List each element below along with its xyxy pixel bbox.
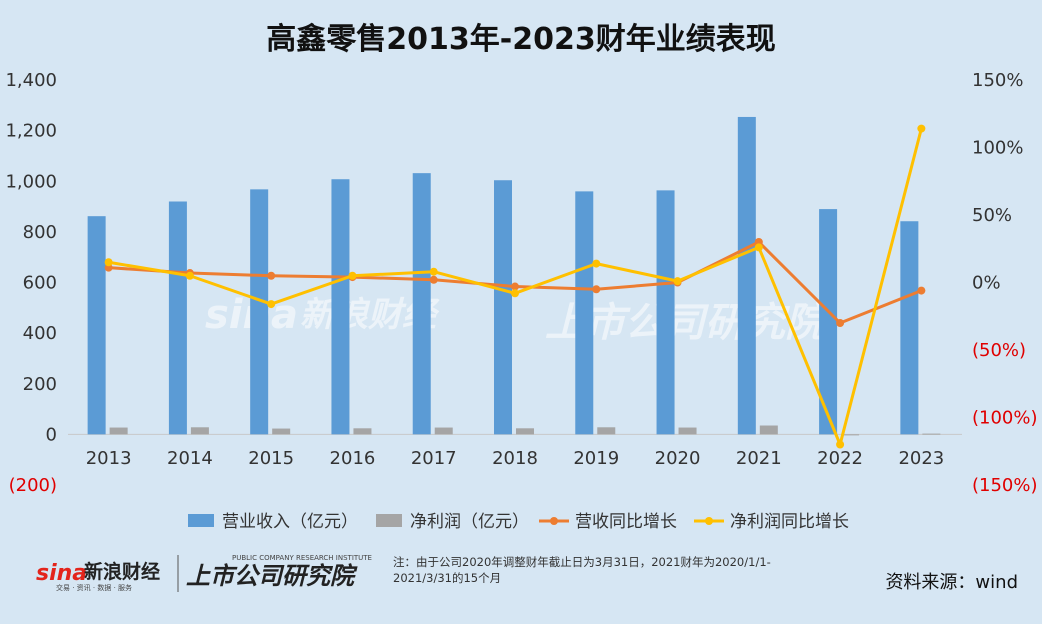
x-tick-label: 2017 (411, 448, 457, 469)
bar (412, 173, 431, 435)
research-logo-text: 上市公司研究院 (186, 562, 358, 590)
left-tick-label: 200 (23, 374, 57, 395)
left-tick-label: 1,400 (5, 70, 57, 91)
bar (900, 221, 919, 435)
x-tick-label: 2016 (330, 448, 376, 469)
left-tick-label: (200) (9, 475, 57, 496)
bar (331, 179, 350, 435)
left-tick-label: 800 (23, 222, 57, 243)
line-point (185, 271, 194, 280)
right-tick-label: 0% (972, 273, 1001, 294)
legend-label: 营业收入（亿元） (222, 512, 358, 532)
bar (597, 427, 616, 435)
left-tick-label: 0 (46, 424, 57, 445)
bar (190, 427, 209, 435)
line-point (917, 124, 926, 133)
bar (737, 116, 756, 435)
right-tick-label: 50% (972, 205, 1012, 226)
x-tick-label: 2015 (248, 448, 294, 469)
line-point (429, 275, 438, 284)
x-tick-label: 2020 (655, 448, 701, 469)
x-axis: 2013 2014 2015 2016 2017 2018 2019 2020 2021 2022… (86, 448, 945, 469)
bar (494, 180, 512, 435)
legend-label: 营收同比增长 (575, 512, 677, 532)
legend-label: 净利润同比增长 (730, 512, 849, 532)
chart-title: 高鑫零售2013年-2023财年业绩表现 (266, 22, 775, 57)
bar (434, 427, 453, 435)
bar (841, 434, 860, 436)
line-point (673, 277, 682, 286)
legend-swatch (188, 514, 214, 527)
research-logo: PUBLIC COMPANY RESEARCH INSTITUTE 上市公司研究… (186, 554, 372, 590)
bars (87, 116, 941, 436)
footnote-line1: 注：由于公司2020年调整财年截止日为3月31日，2021财年为2020/1/1… (393, 555, 771, 569)
line-point (592, 285, 601, 294)
legend-swatch (376, 514, 402, 527)
line-point (836, 440, 845, 449)
bar (353, 428, 372, 435)
right-tick-label: 150% (972, 70, 1023, 91)
left-axis: (200) 0 200 400 600 800 1,000 1,200 1,400 (5, 70, 57, 496)
line-point (754, 243, 763, 252)
right-axis: (150%) (100%) (50%) 0% 50% 100% 150% (972, 70, 1038, 496)
line-point (104, 258, 113, 267)
bar (922, 433, 941, 435)
line-point (511, 282, 519, 291)
right-tick-label: (50%) (972, 340, 1026, 361)
x-tick-label: 2013 (86, 448, 132, 469)
right-tick-label: 100% (972, 138, 1023, 159)
x-tick-label: 2019 (573, 448, 619, 469)
bar (759, 425, 778, 435)
sina-logo: sina 新浪财经 交易 · 资讯 · 数据 · 服务 (36, 560, 160, 592)
x-tick-label: 2022 (817, 448, 863, 469)
line-point (429, 267, 438, 276)
sina-logo-sub: 交易 · 资讯 · 数据 · 服务 (56, 583, 132, 592)
research-logo-sub: PUBLIC COMPANY RESEARCH INSTITUTE (232, 554, 372, 562)
line-point (917, 286, 926, 295)
footer: sina 新浪财经 交易 · 资讯 · 数据 · 服务 PUBLIC COMPA… (36, 554, 1018, 593)
line-point (267, 271, 276, 280)
sina-logo-cn: 新浪财经 (84, 560, 160, 583)
footnote-line2: 2021/3/31的15个月 (393, 571, 501, 585)
line-point (267, 300, 276, 309)
line-point (348, 271, 357, 280)
bar (109, 427, 128, 435)
legend-label: 净利润（亿元） (410, 512, 529, 532)
bar (678, 427, 697, 435)
legend-marker (550, 517, 558, 525)
legend-marker (705, 517, 713, 525)
bar (272, 428, 291, 435)
line-point (836, 319, 845, 327)
left-tick-label: 1,200 (5, 121, 57, 142)
bar (168, 201, 187, 435)
right-tick-label: (150%) (972, 475, 1038, 496)
sina-logo-text: sina (36, 561, 87, 586)
x-tick-label: 2021 (736, 448, 782, 469)
bar (819, 209, 838, 435)
line-point (511, 289, 519, 298)
x-tick-label: 2018 (492, 448, 538, 469)
bar (87, 216, 106, 435)
left-tick-label: 1,000 (5, 171, 57, 192)
bar (656, 190, 675, 435)
right-tick-label: (100%) (972, 408, 1038, 429)
bar (575, 191, 594, 435)
left-tick-label: 600 (23, 273, 57, 294)
source-label: 资料来源：wind (885, 572, 1018, 593)
bar (516, 428, 534, 435)
line-point (592, 259, 601, 268)
left-tick-label: 400 (23, 323, 57, 344)
bar (250, 189, 269, 435)
x-tick-label: 2023 (898, 448, 944, 469)
legend: 营业收入（亿元） 净利润（亿元） 营收同比增长 净利润同比增长 (188, 512, 849, 532)
x-tick-label: 2014 (167, 448, 213, 469)
lines (104, 124, 926, 449)
